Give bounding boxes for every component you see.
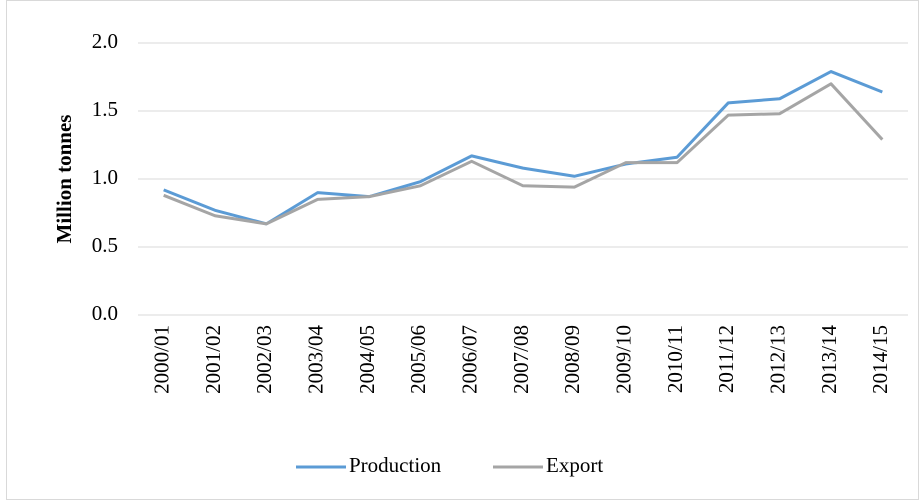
- y-tick-label: 2.0: [92, 29, 118, 53]
- y-tick-label: 0.5: [92, 233, 118, 257]
- legend-label: Production: [349, 453, 442, 477]
- y-tick-label: 1.0: [92, 165, 118, 189]
- x-tick-label: 2000/01: [149, 325, 173, 394]
- x-tick-label: 2013/14: [817, 325, 841, 394]
- x-tick-label: 2009/10: [611, 325, 635, 394]
- x-tick-label: 2006/07: [457, 325, 481, 394]
- x-tick-label: 2010/11: [663, 325, 687, 393]
- legend-label: Export: [546, 453, 603, 477]
- x-tick-label: 2014/15: [868, 325, 892, 394]
- x-tick-label: 2012/13: [765, 325, 789, 394]
- x-tick-label: 2008/09: [560, 325, 584, 394]
- x-tick-label: 2011/12: [714, 325, 738, 393]
- y-tick-label: 1.5: [92, 97, 118, 121]
- chart-border: [6, 0, 919, 500]
- y-axis-label: Million tonnes: [52, 115, 76, 244]
- x-tick-label: 2005/06: [406, 325, 430, 394]
- x-tick-label: 2001/02: [201, 325, 225, 394]
- y-tick-label: 0.0: [92, 301, 118, 325]
- x-tick-label: 2003/04: [303, 325, 327, 394]
- x-tick-label: 2002/03: [252, 325, 276, 394]
- series-line: [163, 82, 884, 226]
- series-line: [163, 70, 883, 226]
- x-tick-label: 2004/05: [355, 325, 379, 394]
- x-tick-label: 2007/08: [509, 325, 533, 394]
